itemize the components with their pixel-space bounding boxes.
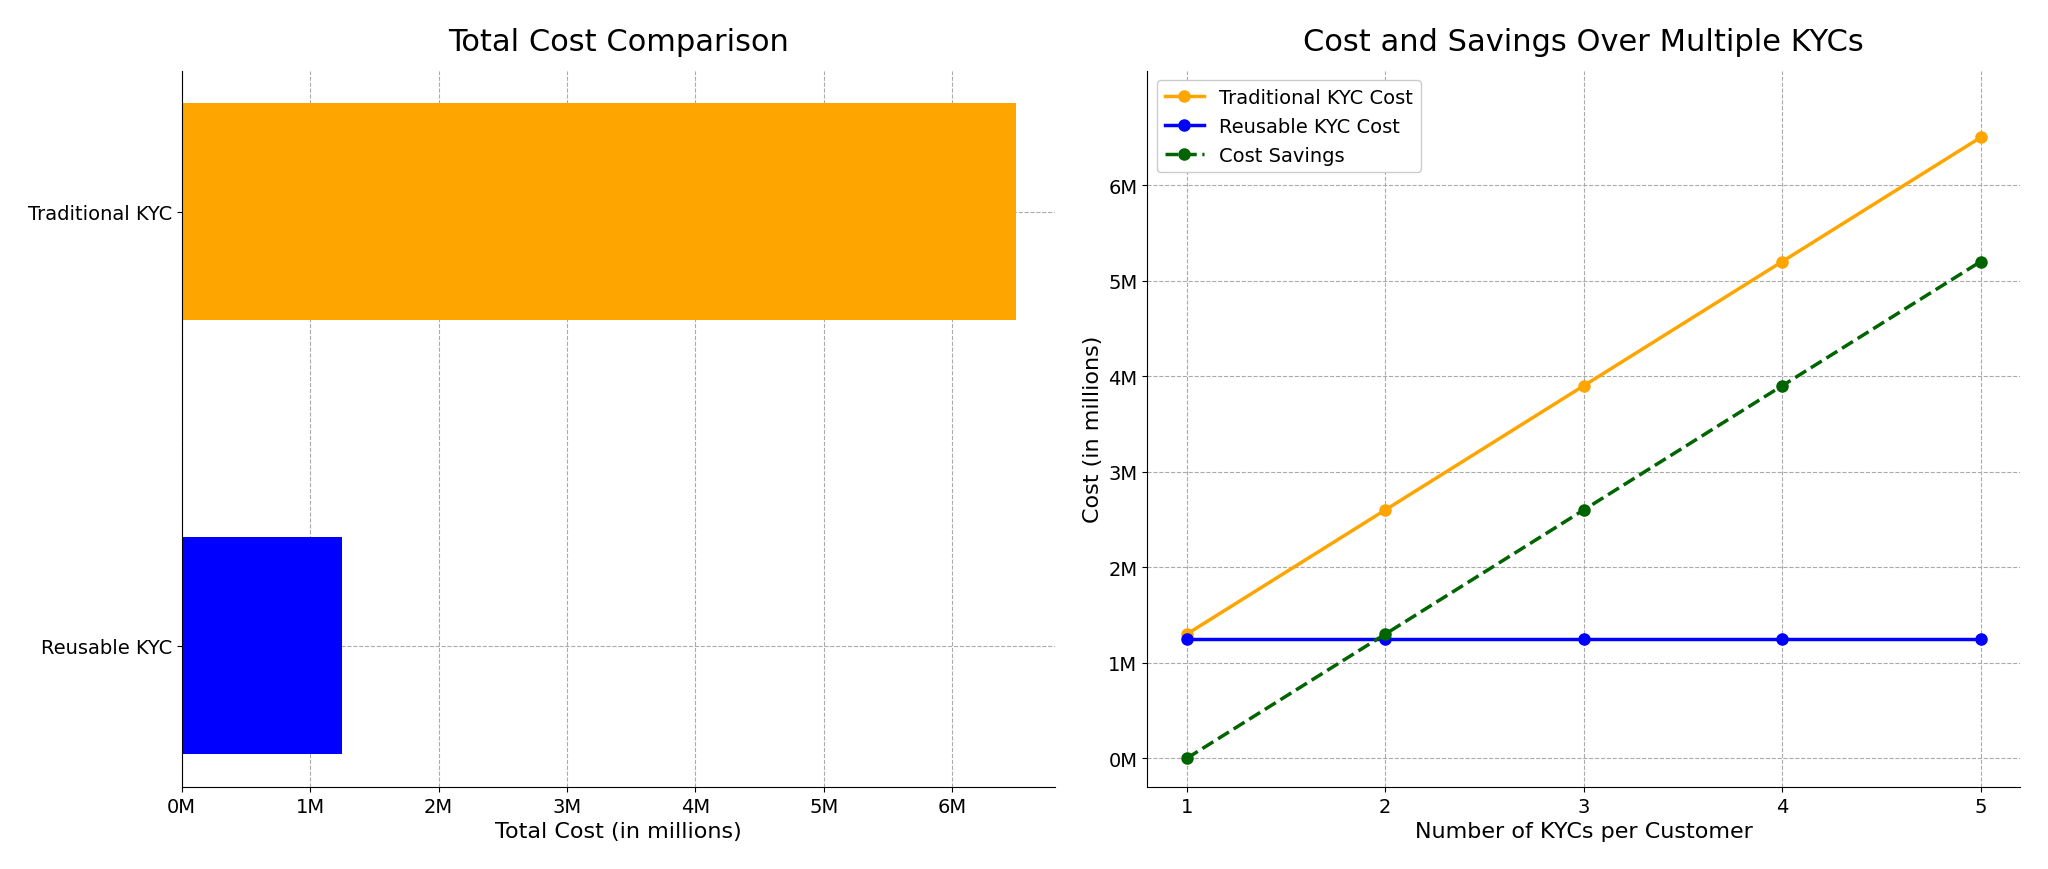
Bar — [182, 538, 342, 754]
Cost Savings — [1176, 753, 1200, 764]
Line: Cost Savings: Cost Savings — [1182, 256, 1987, 764]
Line: Traditional KYC Cost: Traditional KYC Cost — [1182, 133, 1987, 640]
Reusable KYC Cost — [1372, 634, 1397, 645]
Traditional KYC Cost — [1176, 629, 1200, 640]
Cost Savings — [1372, 629, 1397, 640]
Traditional KYC Cost — [1769, 257, 1794, 268]
Bar — [182, 104, 1016, 321]
X-axis label: Number of KYCs per Customer: Number of KYCs per Customer — [1415, 821, 1753, 841]
Traditional KYC Cost — [1571, 381, 1595, 392]
Title: Cost and Savings Over Multiple KYCs: Cost and Savings Over Multiple KYCs — [1303, 28, 1864, 56]
Legend: Traditional KYC Cost, Reusable KYC Cost, Cost Savings: Traditional KYC Cost, Reusable KYC Cost,… — [1157, 81, 1421, 173]
Traditional KYC Cost — [1372, 505, 1397, 515]
Line: Reusable KYC Cost: Reusable KYC Cost — [1182, 634, 1987, 645]
Cost Savings — [1769, 381, 1794, 392]
Traditional KYC Cost — [1968, 133, 1993, 143]
X-axis label: Total Cost (in millions): Total Cost (in millions) — [496, 821, 741, 841]
Cost Savings — [1968, 257, 1993, 268]
Reusable KYC Cost — [1968, 634, 1993, 645]
Title: Total Cost Comparison: Total Cost Comparison — [449, 28, 788, 56]
Reusable KYC Cost — [1176, 634, 1200, 645]
Reusable KYC Cost — [1571, 634, 1595, 645]
Y-axis label: Cost (in millions): Cost (in millions) — [1083, 335, 1102, 523]
Cost Savings — [1571, 505, 1595, 515]
Reusable KYC Cost — [1769, 634, 1794, 645]
